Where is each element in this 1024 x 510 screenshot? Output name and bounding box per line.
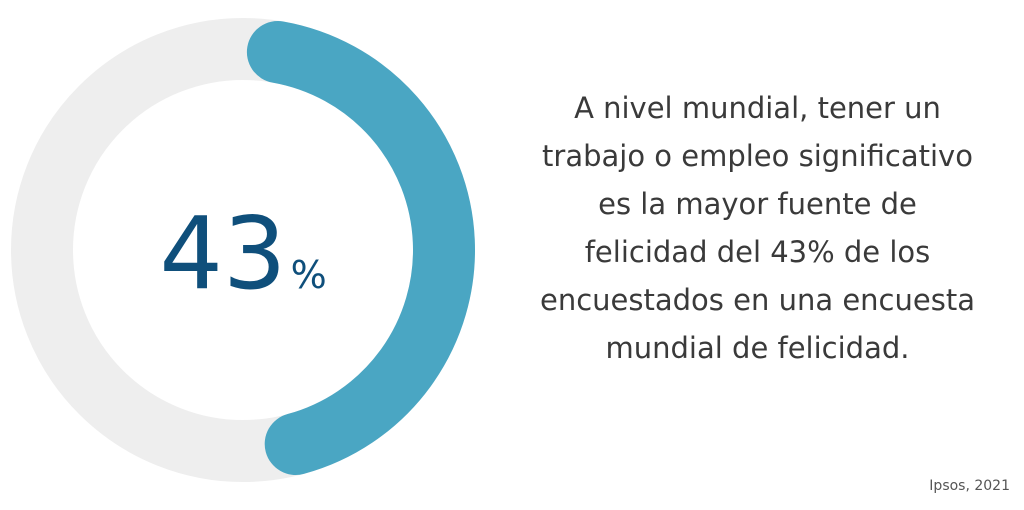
source: Ipsos, 2021 xyxy=(929,478,1010,494)
description: A nivel mundial, tener un trabajo o empl… xyxy=(540,91,975,365)
donut-arc xyxy=(246,21,475,475)
donut-chart: 43% xyxy=(11,18,475,482)
center-value: 43% xyxy=(159,195,326,312)
